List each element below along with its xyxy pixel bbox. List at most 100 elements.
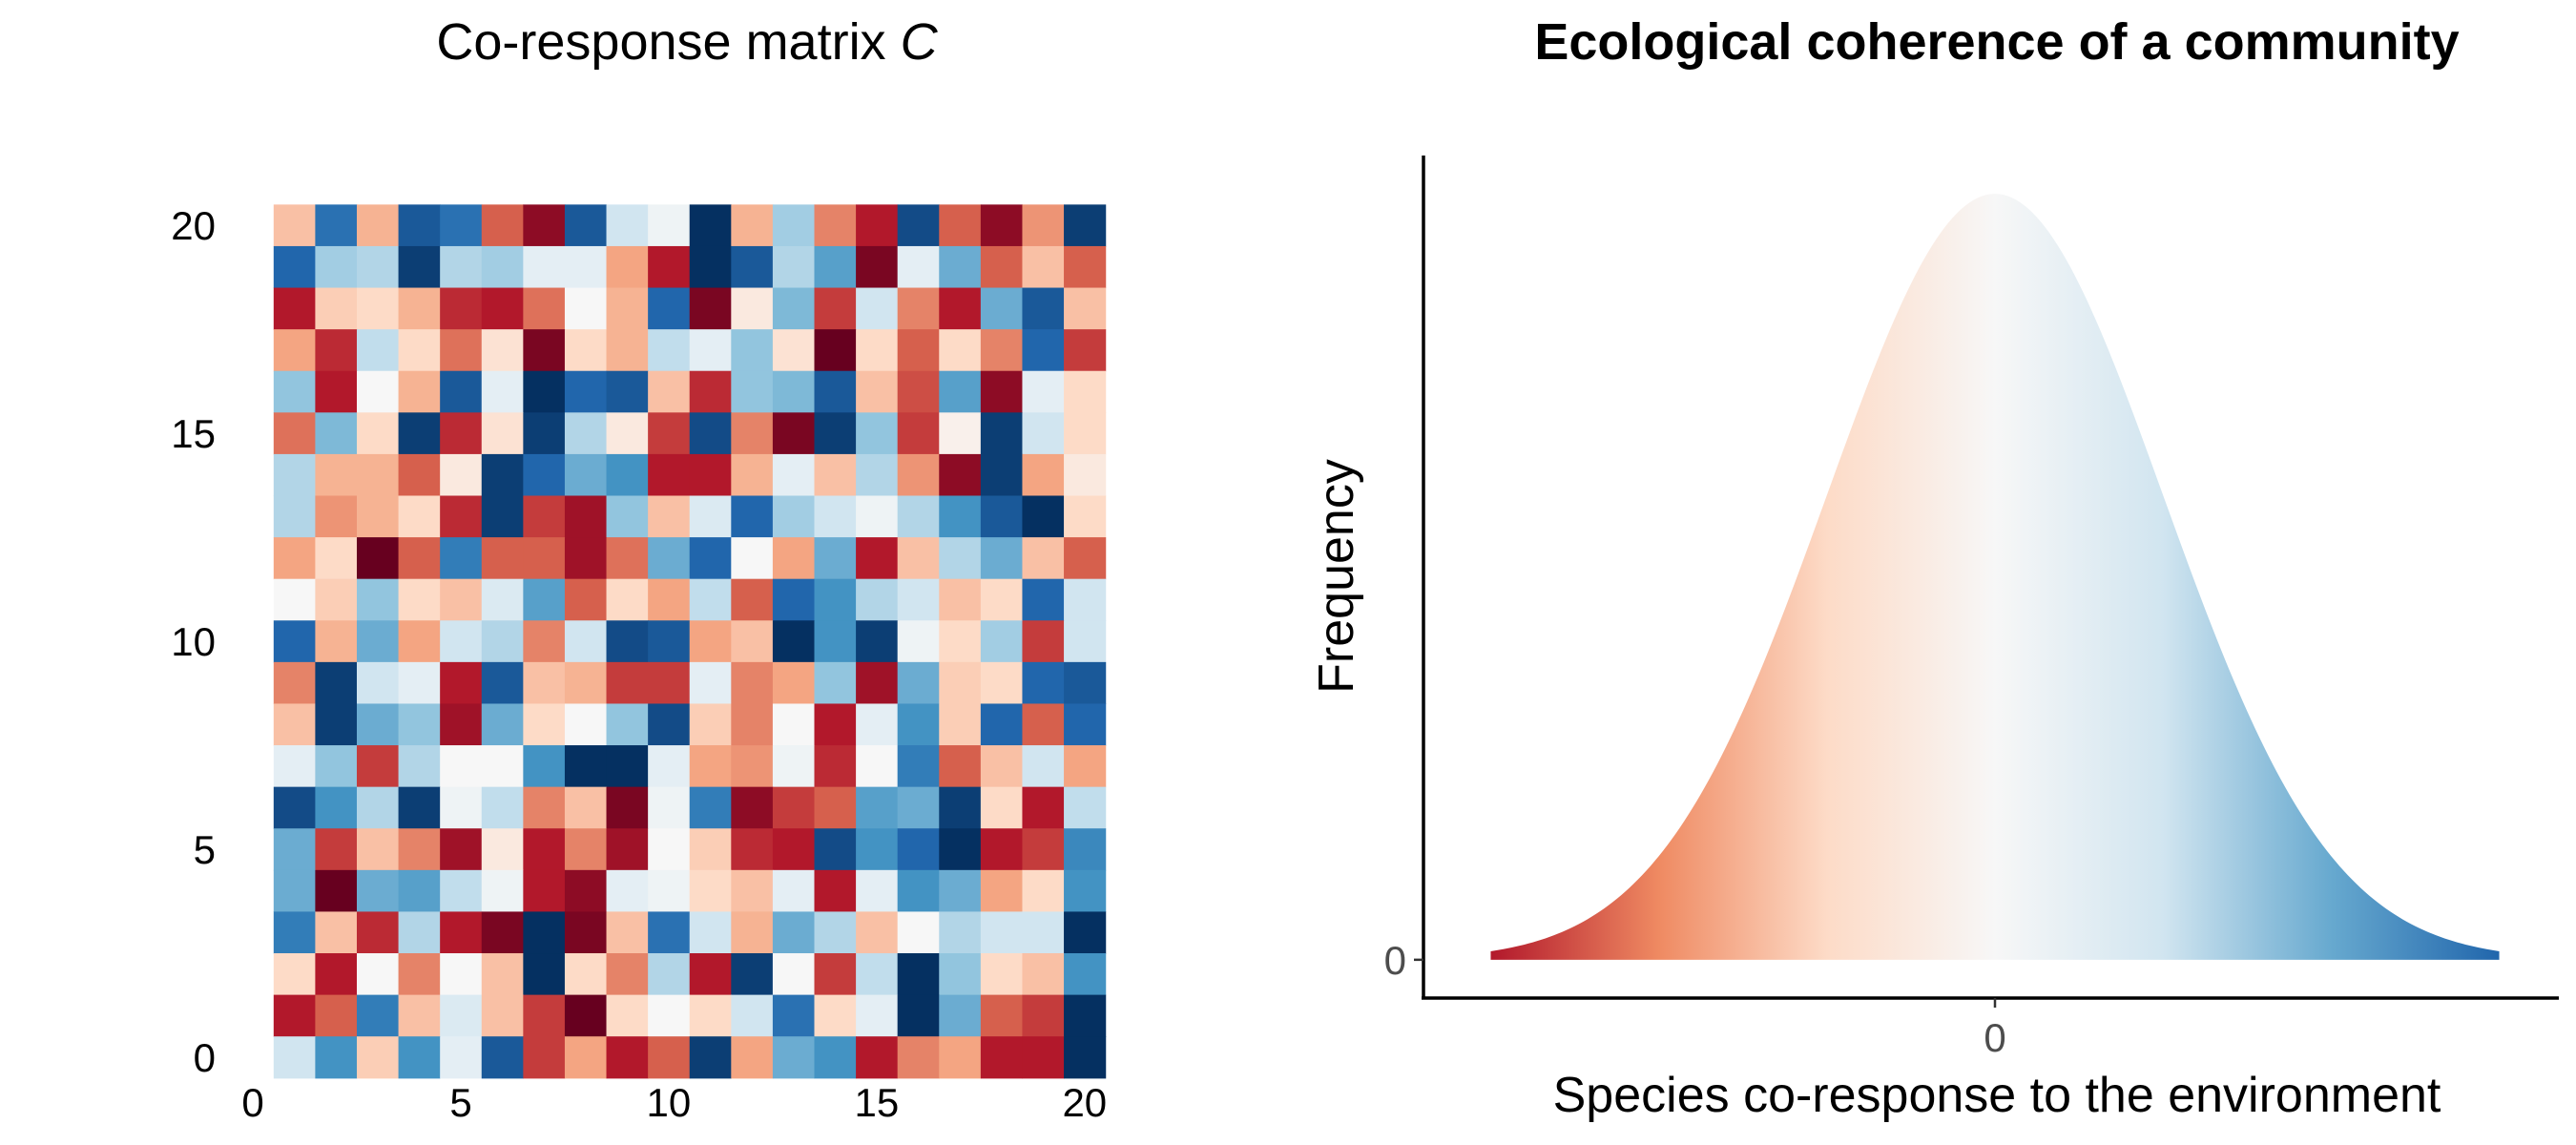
- heatmap-cells: [273, 204, 1107, 1079]
- heatmap-cell: [440, 786, 483, 829]
- heatmap-cell: [1022, 745, 1065, 788]
- heatmap-cell: [897, 953, 940, 996]
- heatmap-cell: [1064, 994, 1107, 1037]
- heatmap-cell: [315, 828, 358, 871]
- heatmap-cell: [398, 911, 441, 954]
- heatmap-cell: [356, 994, 400, 1037]
- heatmap-cell: [897, 661, 940, 705]
- heatmap-cell: [814, 703, 857, 746]
- heatmap-cell: [398, 786, 441, 829]
- heatmap-cell: [939, 578, 982, 621]
- heatmap-cell: [1064, 245, 1107, 289]
- heatmap-cell: [1022, 828, 1065, 871]
- heatmap-cell: [273, 329, 316, 372]
- heatmap-cell: [440, 661, 483, 705]
- heatmap-cell: [772, 412, 816, 455]
- heatmap-cell: [772, 495, 816, 538]
- heatmap-cell: [1064, 329, 1107, 372]
- heatmap-cell: [481, 287, 524, 330]
- heatmap-cell: [980, 828, 1024, 871]
- heatmap-cell: [523, 745, 566, 788]
- heatmap-cell: [398, 661, 441, 705]
- heatmap-cell: [523, 703, 566, 746]
- heatmap-cell: [440, 994, 483, 1037]
- heatmap-title-variable: C: [901, 13, 939, 71]
- heatmap-cell: [398, 204, 441, 247]
- heatmap-cell: [273, 370, 316, 413]
- heatmap-cell: [315, 287, 358, 330]
- heatmap-cell: [398, 828, 441, 871]
- density-area: [1490, 194, 2500, 960]
- heatmap-cell: [648, 869, 691, 913]
- heatmap-cell: [814, 329, 857, 372]
- heatmap-cell: [689, 204, 732, 247]
- heatmap-cell: [356, 786, 400, 829]
- heatmap-cell: [897, 786, 940, 829]
- heatmap-cell: [440, 911, 483, 954]
- heatmap-cell: [939, 869, 982, 913]
- heatmap-cell: [689, 1036, 732, 1079]
- heatmap-cell: [606, 703, 649, 746]
- heatmap-cell: [897, 911, 940, 954]
- heatmap-cell: [398, 703, 441, 746]
- heatmap-cell: [1022, 453, 1065, 497]
- heatmap-cell: [564, 786, 608, 829]
- heatmap-cell: [1064, 828, 1107, 871]
- heatmap-cell: [440, 204, 483, 247]
- heatmap-cell: [731, 329, 774, 372]
- heatmap-cell: [606, 661, 649, 705]
- heatmap-cell: [980, 204, 1024, 247]
- heatmap-cell: [356, 204, 400, 247]
- heatmap-cell: [980, 1036, 1024, 1079]
- heatmap-cell: [897, 245, 940, 289]
- heatmap-cell: [564, 953, 608, 996]
- heatmap-cell: [564, 453, 608, 497]
- heatmap-cell: [1064, 495, 1107, 538]
- heatmap-cell: [939, 370, 982, 413]
- heatmap-cell: [772, 204, 816, 247]
- heatmap-cell: [315, 703, 358, 746]
- heatmap-cell: [897, 204, 940, 247]
- heatmap-cell: [315, 412, 358, 455]
- heatmap-cell: [1064, 953, 1107, 996]
- heatmap-cell: [398, 953, 441, 996]
- heatmap-cell: [980, 495, 1024, 538]
- heatmap-cell: [564, 495, 608, 538]
- heatmap-cell: [814, 287, 857, 330]
- heatmap-cell: [440, 245, 483, 289]
- heatmap-cell: [273, 204, 316, 247]
- heatmap-cell: [897, 828, 940, 871]
- heatmap-cell: [315, 1036, 358, 1079]
- heatmap-cell: [273, 412, 316, 455]
- heatmap-cell: [440, 537, 483, 580]
- heatmap-cell: [606, 370, 649, 413]
- heatmap-title: Co-response matrix C: [436, 13, 938, 71]
- heatmap-cell: [1022, 661, 1065, 705]
- heatmap-cell: [398, 329, 441, 372]
- heatmap-cell: [273, 786, 316, 829]
- heatmap-cell: [814, 578, 857, 621]
- heatmap-x-tick-label: 0: [241, 1080, 263, 1125]
- heatmap-cell: [772, 537, 816, 580]
- heatmap-cell: [273, 661, 316, 705]
- heatmap-cell: [731, 911, 774, 954]
- heatmap-cell: [356, 287, 400, 330]
- heatmap-cell: [564, 703, 608, 746]
- heatmap-cell: [606, 495, 649, 538]
- heatmap-cell: [856, 1036, 899, 1079]
- heatmap-cell: [481, 495, 524, 538]
- heatmap-cell: [897, 620, 940, 663]
- density-title: Ecological coherence of a community: [1534, 13, 2459, 71]
- heatmap-cell: [1022, 495, 1065, 538]
- heatmap-cell: [606, 620, 649, 663]
- heatmap-cell: [1022, 953, 1065, 996]
- heatmap-cell: [897, 453, 940, 497]
- heatmap-cell: [564, 828, 608, 871]
- heatmap-cell: [481, 204, 524, 247]
- heatmap-cell: [564, 745, 608, 788]
- heatmap-cell: [606, 245, 649, 289]
- heatmap-cell: [772, 620, 816, 663]
- heatmap-cell: [856, 578, 899, 621]
- heatmap-cell: [856, 620, 899, 663]
- heatmap-cell: [273, 620, 316, 663]
